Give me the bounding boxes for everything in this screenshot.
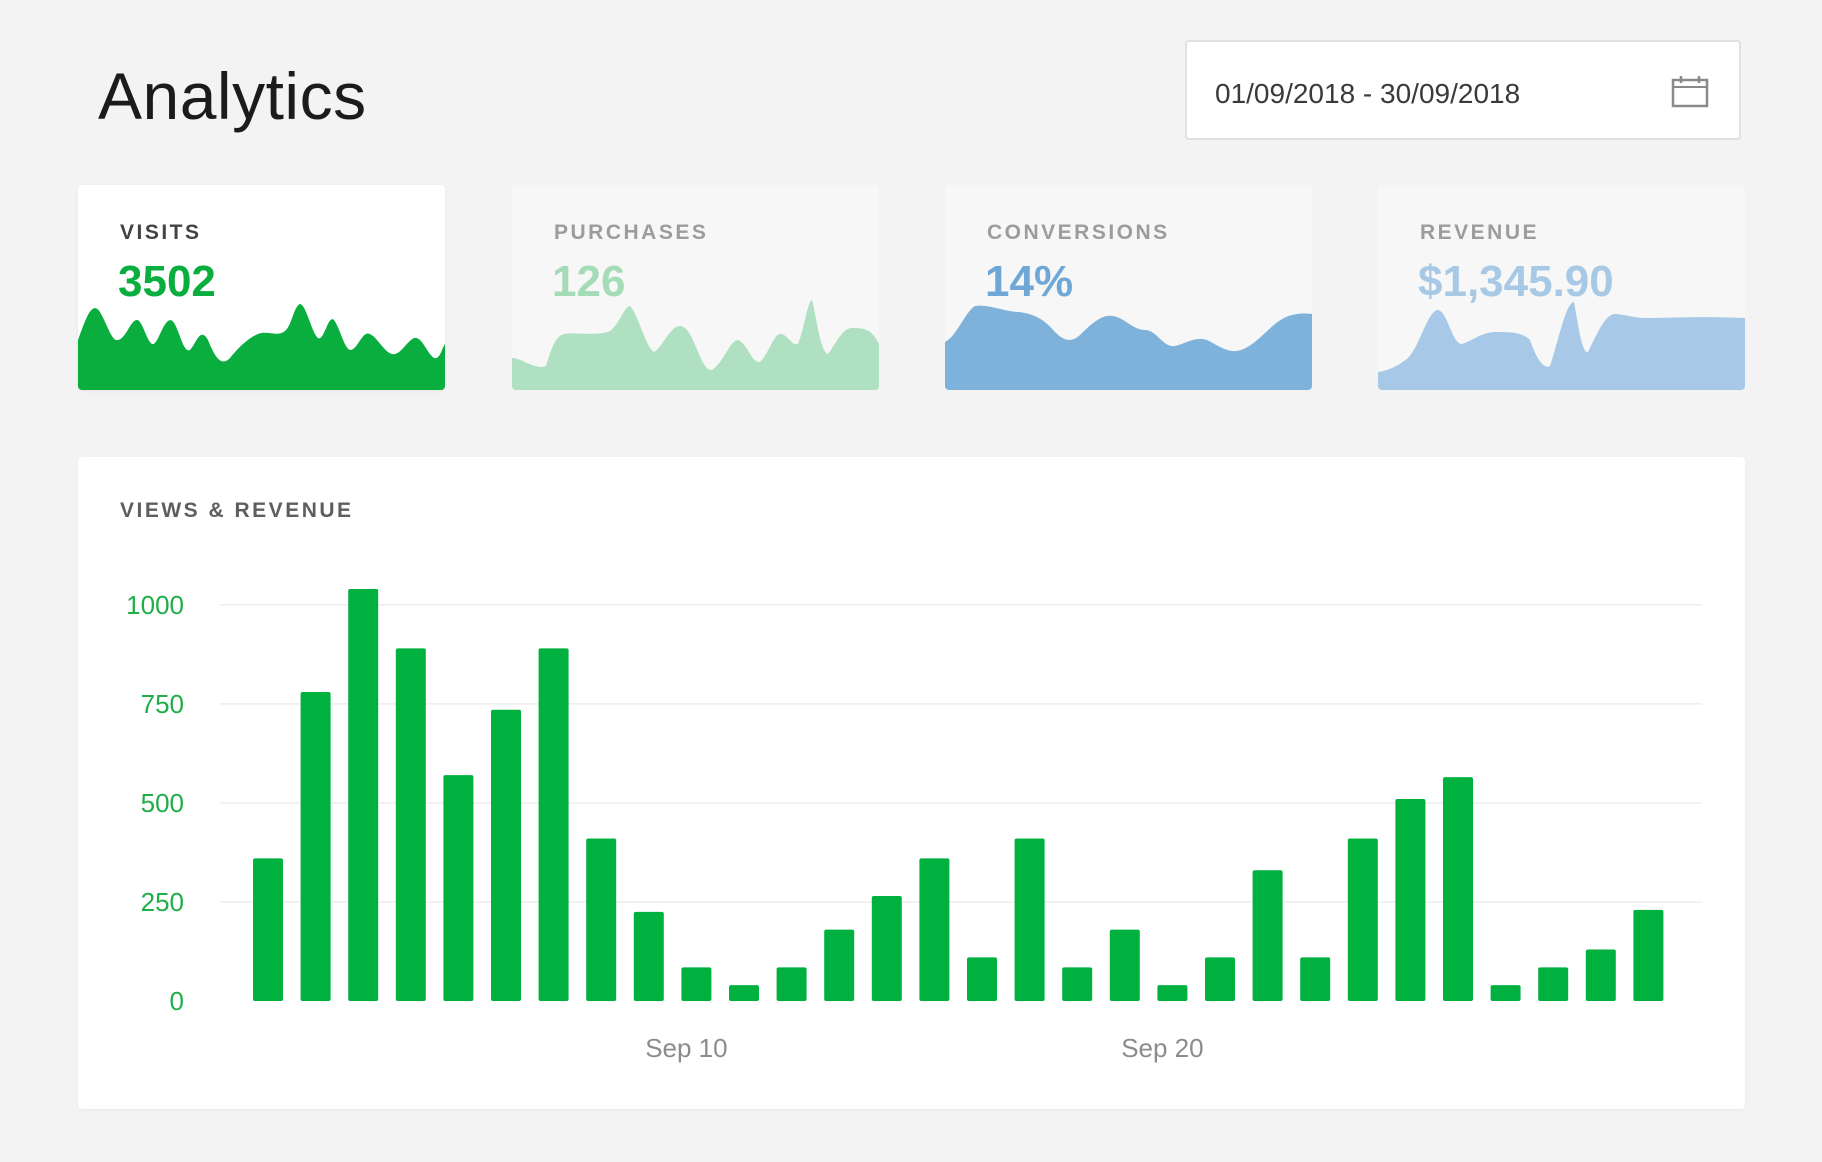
bar-sep-3[interactable] — [348, 588, 379, 1001]
bar-sep-9[interactable] — [633, 911, 664, 1001]
bar-sep-22[interactable] — [1252, 870, 1283, 1001]
views-revenue-chart-card: VIEWS & REVENUE 0 250 500 750 1000 Sep 10 Sep … — [78, 457, 1745, 1109]
card-value: 3502 — [118, 257, 216, 306]
conversions-sparkline — [945, 305, 1312, 390]
bar-sep-24[interactable] — [1347, 838, 1378, 1001]
views-revenue-bar-chart: 0 250 500 750 1000 Sep 10 Sep 20 — [126, 588, 1702, 1063]
card-value: 126 — [552, 257, 626, 306]
bar-sep-10[interactable] — [681, 967, 712, 1001]
x-tick-label: Sep 20 — [1121, 1033, 1203, 1063]
y-tick-label: 250 — [141, 887, 184, 917]
y-tick-label: 500 — [141, 788, 184, 818]
bar-sep-23[interactable] — [1300, 957, 1331, 1001]
card-label: PURCHASES — [554, 221, 709, 244]
date-range-text: 01/09/2018 - 30/09/2018 — [1215, 78, 1521, 109]
card-value: 14% — [985, 257, 1074, 306]
bar-sep-13[interactable] — [824, 929, 855, 1001]
bar-sep-27[interactable] — [1490, 985, 1521, 1001]
bar-sep-5[interactable] — [443, 775, 474, 1001]
card-label: CONVERSIONS — [987, 221, 1170, 244]
bar-sep-14[interactable] — [871, 896, 902, 1001]
y-tick-label: 0 — [170, 986, 184, 1016]
bar-sep-20[interactable] — [1157, 985, 1188, 1001]
bar-sep-26[interactable] — [1443, 777, 1473, 1001]
y-tick-label: 750 — [141, 689, 184, 719]
purchases-sparkline — [512, 300, 879, 390]
card-label: REVENUE — [1420, 221, 1540, 244]
bar-sep-11[interactable] — [729, 985, 759, 1001]
bar-sep-6[interactable] — [491, 709, 521, 1001]
purchases-sparkline-area — [512, 300, 879, 390]
chart-title: VIEWS & REVENUE — [120, 499, 354, 522]
revenue-sparkline — [1378, 302, 1745, 390]
visits-sparkline-area — [78, 304, 445, 390]
bar-sep-12[interactable] — [776, 967, 807, 1001]
bar-sep-7[interactable] — [538, 648, 569, 1001]
bar-sep-19[interactable] — [1109, 929, 1140, 1001]
bar-sep-15[interactable] — [919, 858, 950, 1001]
bar-sep-18[interactable] — [1062, 967, 1093, 1001]
card-value: $1,345.90 — [1418, 257, 1614, 306]
calendar-icon[interactable] — [1671, 74, 1709, 108]
bar-sep-17[interactable] — [1014, 838, 1045, 1001]
bar-sep-25[interactable] — [1395, 798, 1426, 1001]
card-purchases[interactable]: PURCHASES 126 — [512, 185, 879, 390]
bar-sep-4[interactable] — [395, 648, 426, 1001]
visits-sparkline — [78, 304, 445, 390]
page-title: Analytics — [98, 59, 367, 133]
card-conversions[interactable]: CONVERSIONS 14% — [945, 185, 1312, 390]
card-label: VISITS — [120, 221, 202, 244]
bar-sep-30[interactable] — [1633, 909, 1664, 1001]
conversions-sparkline-area — [945, 305, 1312, 390]
bar-sep-29[interactable] — [1585, 949, 1616, 1001]
bar-sep-28[interactable] — [1538, 967, 1569, 1001]
bar-sep-16[interactable] — [967, 957, 997, 1001]
y-tick-label: 1000 — [126, 590, 184, 620]
bar-sep-1[interactable] — [253, 858, 283, 1001]
revenue-sparkline-area — [1378, 302, 1745, 390]
bar-sep-2[interactable] — [300, 691, 331, 1001]
card-revenue[interactable]: REVENUE $1,345.90 — [1378, 185, 1745, 390]
bar-sep-8[interactable] — [586, 838, 617, 1001]
x-tick-label: Sep 10 — [645, 1033, 727, 1063]
bar-sep-21[interactable] — [1205, 957, 1235, 1001]
card-visits[interactable]: VISITS 3502 — [78, 185, 445, 390]
date-range-picker[interactable]: 01/09/2018 - 30/09/2018 — [1185, 40, 1741, 140]
